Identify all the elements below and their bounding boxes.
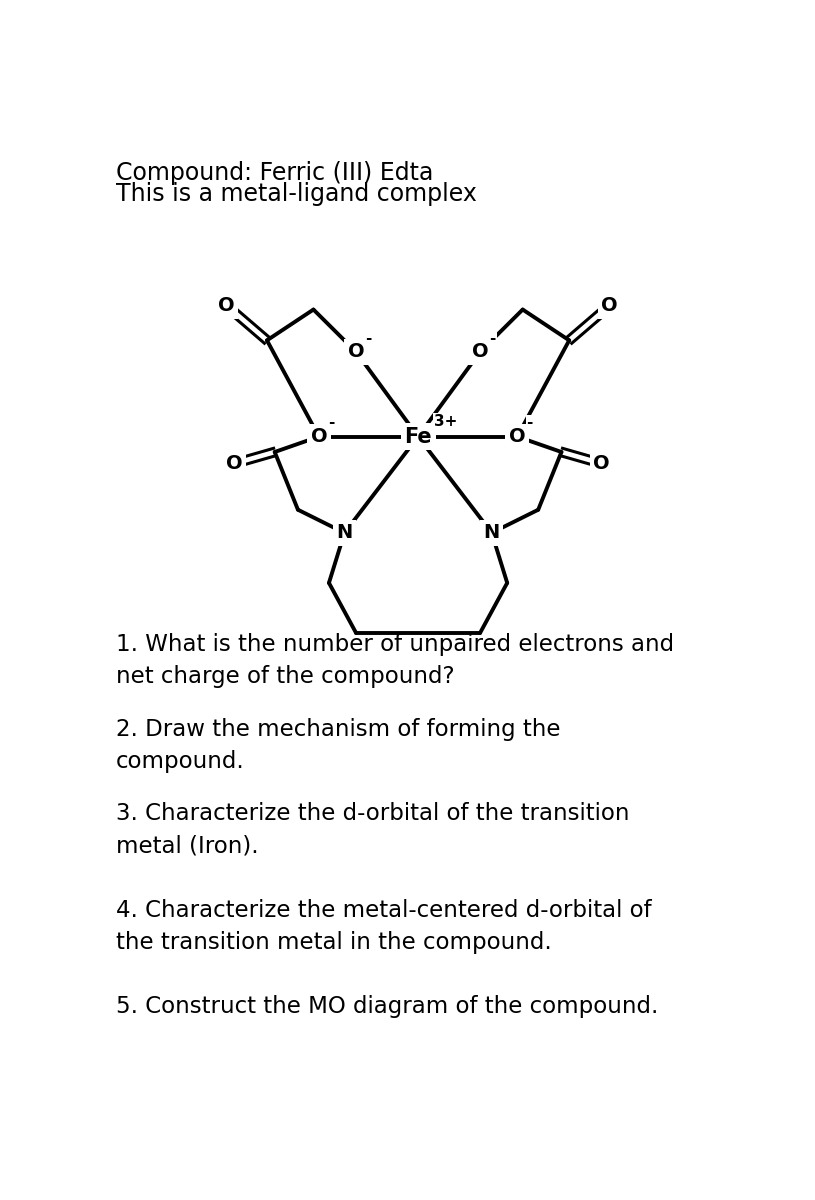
Text: O: O [348,342,364,361]
Text: N: N [337,523,353,542]
Text: Fe: Fe [404,426,432,446]
Text: -: - [365,331,372,346]
Text: O: O [226,454,243,473]
Text: Compound: Ferric (III) Edta: Compound: Ferric (III) Edta [116,161,434,185]
Text: 3+: 3+ [434,414,457,428]
Text: 4. Characterize the metal-centered d-orbital of
the transition metal in the comp: 4. Characterize the metal-centered d-orb… [116,899,651,954]
Text: -: - [526,415,533,431]
Text: N: N [483,523,500,542]
Text: -: - [489,331,496,346]
Text: This is a metal-ligand complex: This is a metal-ligand complex [116,181,477,205]
Text: O: O [218,296,235,316]
Text: O: O [472,342,488,361]
Text: O: O [311,427,327,446]
Text: O: O [601,296,618,316]
Text: 3. Characterize the d-orbital of the transition
metal (Iron).: 3. Characterize the d-orbital of the tra… [116,803,629,857]
Text: O: O [509,427,526,446]
Text: 1. What is the number of unpaired electrons and
net charge of the compound?: 1. What is the number of unpaired electr… [116,632,674,688]
Text: 2. Draw the mechanism of forming the
compound.: 2. Draw the mechanism of forming the com… [116,718,561,773]
Text: 5. Construct the MO diagram of the compound.: 5. Construct the MO diagram of the compo… [116,995,659,1018]
Text: O: O [593,454,610,473]
Text: -: - [328,415,334,431]
